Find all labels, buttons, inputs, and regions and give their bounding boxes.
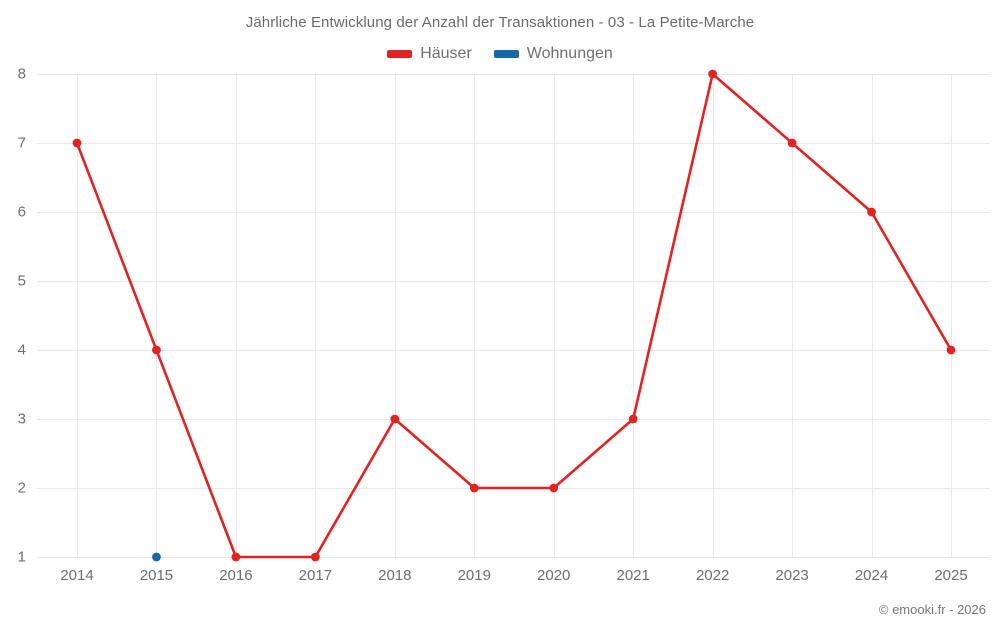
data-point[interactable] [946, 345, 956, 355]
y-axis-tick-label: 3 [17, 410, 26, 428]
data-point[interactable] [310, 552, 320, 562]
y-axis-tick-label: 2 [17, 479, 26, 497]
data-point[interactable] [72, 138, 82, 148]
data-point[interactable] [787, 138, 797, 148]
legend-label-wohnungen: Wohnungen [526, 45, 613, 62]
data-point[interactable] [390, 414, 400, 424]
x-axis-tick-label: 2019 [457, 567, 491, 584]
chart-legend: Häuser Wohnungen [0, 45, 1000, 63]
data-point[interactable] [231, 552, 241, 562]
x-axis-tick-label: 2018 [378, 567, 412, 584]
data-point[interactable] [628, 414, 638, 424]
footer-credit: © emooki.fr - 2026 [878, 602, 986, 617]
y-axis-tick-label: 5 [17, 272, 26, 290]
x-axis-tick-label: 2015 [139, 567, 174, 584]
legend-label-hauser: Häuser [420, 45, 472, 62]
chart-title: Jährliche Entwicklung der Anzahl der Tra… [245, 14, 755, 31]
x-axis-tick-label: 2025 [934, 567, 968, 584]
x-axis-tick-label: 2020 [537, 567, 571, 584]
x-axis-tick-label: 2014 [60, 567, 94, 584]
x-axis-tick-label: 2024 [854, 567, 889, 584]
series-line-0 [75, 72, 953, 559]
data-point[interactable] [469, 483, 479, 493]
x-axis-tick-label: 2021 [616, 567, 650, 584]
data-point[interactable] [549, 483, 559, 493]
legend-swatch-hauser [387, 50, 413, 58]
y-axis-tick-label: 8 [17, 65, 26, 83]
x-axis-tick-label: 2023 [775, 567, 809, 584]
y-axis-tick-label: 1 [17, 548, 26, 566]
x-axis-tick-label: 2022 [695, 567, 730, 584]
x-axis-tick-label: 2017 [298, 567, 333, 584]
legend-item-hauser[interactable]: Häuser [387, 45, 472, 63]
legend-swatch-wohnungen [493, 50, 519, 58]
data-point[interactable] [152, 552, 161, 562]
data-point[interactable] [867, 207, 876, 217]
y-axis-tick-label: 7 [17, 134, 26, 152]
data-point[interactable] [152, 345, 161, 355]
y-axis-tick-label: 4 [17, 341, 26, 359]
legend-item-wohnungen[interactable]: Wohnungen [493, 45, 613, 63]
x-axis-tick-label: 2016 [219, 567, 253, 584]
data-point[interactable] [708, 69, 718, 79]
y-axis-tick-label: 6 [17, 203, 26, 221]
